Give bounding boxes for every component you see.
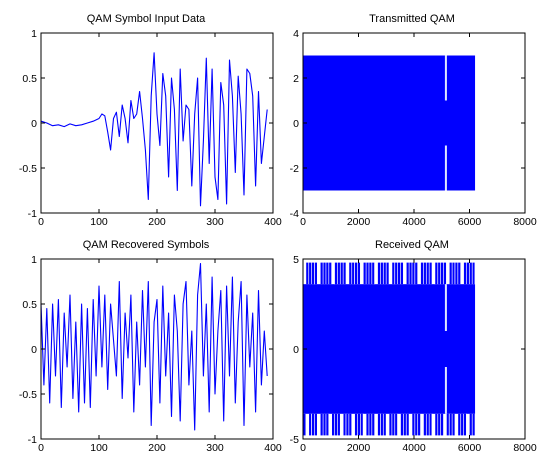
x-tick-label: 0 [300,216,306,228]
panel-received-qam: Received QAM 0 2000 4000 6000 8000-505 [290,239,537,454]
y-tick-label: -0.5 [19,163,37,175]
x-tick-label: 300 [206,442,224,454]
y-tick-label: -4 [290,208,299,220]
x-tick-label: 6000 [458,442,482,454]
y-tick-label: 2 [293,73,299,85]
x-tick-label: 400 [264,216,282,228]
x-tick-label: 0 [38,442,44,454]
y-tick-label: 1 [31,254,37,266]
y-tick-label: -1 [28,208,37,220]
panel-title: QAM Symbol Input Data [87,13,206,25]
x-tick-label: 300 [206,216,224,228]
x-tick-label: 2000 [347,442,371,454]
y-tick-label: -0.5 [19,389,37,401]
y-tick-label: 0 [293,118,299,130]
y-tick-label: 5 [293,254,299,266]
y-tick-label: -2 [290,163,299,175]
x-tick-label: 100 [90,442,108,454]
x-tick-label: 8000 [513,216,537,228]
panel-qam-recovered-symbols: QAM Recovered Symbols 0 100 200 300 400 -1 -0.… [19,239,282,454]
series-line [40,52,268,207]
axes-background [41,33,273,213]
x-tick-label: 400 [264,442,282,454]
signal-envelope [303,55,476,191]
y-tick-label: 0.5 [22,299,37,311]
panel-qam-symbol-input-data: QAM Symbol Input Data 0 100 200 300 400 -1 -0.… [19,13,282,228]
y-tick-label: 0 [31,118,37,130]
x-tick-label: 200 [148,442,166,454]
panel-transmitted-qam: Transmitted QAM 0 2000 4000 6000 8000 -4 -2 0 2 4 [290,13,537,228]
series-line [40,262,268,431]
y-tick-label: 0.5 [22,73,37,85]
signal-envelope [303,284,476,414]
x-tick-label: 2000 [347,216,371,228]
y-tick-label: -5 [290,434,299,446]
panel-title: Transmitted QAM [369,13,455,25]
panel-title: QAM Recovered Symbols [83,239,210,251]
x-tick-label: 4000 [402,442,426,454]
y-tick-label: 1 [31,28,37,40]
panel-title: Received QAM [375,239,449,251]
axes-background [41,259,273,439]
x-tick-label: 0 [300,442,306,454]
x-tick-label: 100 [90,216,108,228]
x-tick-label: 200 [148,216,166,228]
y-tick-label: 0 [293,344,299,356]
y-tick-label: -1 [28,434,37,446]
y-tick-label: 0 [31,344,37,356]
y-tick-label: 4 [293,28,299,40]
x-tick-label: 4000 [402,216,426,228]
x-tick-label: 6000 [458,216,482,228]
x-tick-label: 0 [38,216,44,228]
x-tick-label: 8000 [513,442,537,454]
